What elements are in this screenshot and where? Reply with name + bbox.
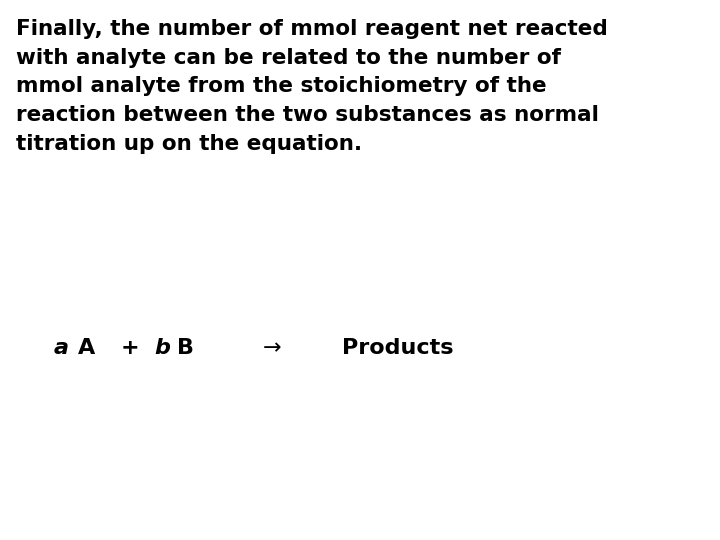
Text: A: A <box>78 338 95 359</box>
Text: →: → <box>263 338 282 359</box>
Text: B: B <box>177 338 194 359</box>
Text: Products: Products <box>342 338 454 359</box>
Text: b: b <box>155 338 171 359</box>
Text: Finally, the number of mmol reagent net reacted
with analyte can be related to t: Finally, the number of mmol reagent net … <box>16 19 608 154</box>
Text: +: + <box>121 338 140 359</box>
Text: a: a <box>54 338 69 359</box>
